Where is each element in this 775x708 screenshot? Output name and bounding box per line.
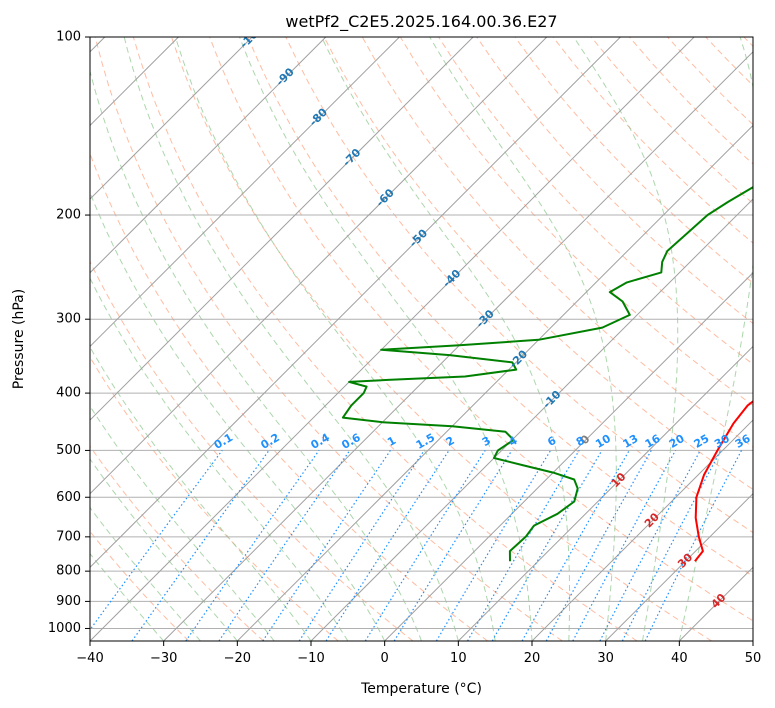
y-tick-label: 700 bbox=[56, 529, 81, 544]
dry-adiabat-line bbox=[90, 260, 414, 641]
dry-adiabat-line bbox=[171, 37, 712, 641]
isotherm-gridlines bbox=[90, 37, 753, 641]
mixing-ratio-line bbox=[325, 450, 450, 641]
x-tick-label: −20 bbox=[224, 651, 251, 666]
dry-adiabat-line bbox=[209, 37, 753, 622]
isotherm-line bbox=[531, 419, 753, 641]
mixing-ratio-line bbox=[90, 450, 223, 631]
mixing-ratio-line bbox=[262, 450, 391, 641]
plot-area: -100-90-80-70-60-50-40-30-20-10010203040… bbox=[90, 37, 753, 641]
mixing-ratio-lines bbox=[90, 450, 743, 641]
isotherm-line bbox=[90, 37, 695, 641]
isotherm-line bbox=[90, 37, 621, 569]
x-tick-label: 40 bbox=[671, 651, 688, 666]
moist-adiabat-line bbox=[429, 37, 617, 641]
moist-adiabat-line bbox=[239, 37, 533, 641]
mixing-ratio-line bbox=[572, 450, 677, 641]
mixing-ratio-line bbox=[545, 450, 652, 641]
dry-adiabat-line bbox=[90, 356, 339, 641]
dry-adiabat-line bbox=[90, 445, 264, 641]
x-tick-label: −30 bbox=[150, 651, 177, 666]
dry-adiabat-line bbox=[285, 37, 753, 534]
y-tick-label: 1000 bbox=[48, 621, 81, 636]
sounding-profiles bbox=[341, 186, 753, 562]
x-tick-label: 30 bbox=[597, 651, 614, 666]
y-tick-label: 800 bbox=[56, 564, 81, 579]
moist-adiabat-line bbox=[573, 37, 679, 641]
mixing-ratio-line bbox=[218, 450, 351, 641]
moist-adiabat-line bbox=[123, 37, 459, 641]
y-tick-label: 200 bbox=[56, 208, 81, 223]
y-tick-label: 400 bbox=[56, 386, 81, 401]
y-axis: 100 200 300 400 500 600 700 800 900 1000 bbox=[48, 30, 90, 636]
dewpoint-profile-line bbox=[341, 186, 753, 562]
moist-adiabat-line bbox=[678, 37, 753, 641]
moist-adiabat-line bbox=[90, 191, 386, 641]
isotherm-line bbox=[457, 345, 753, 641]
mixing-ratio-line bbox=[185, 450, 320, 641]
mixing-ratio-line bbox=[521, 450, 630, 641]
dry-adiabats bbox=[90, 37, 753, 641]
dry-adiabat-line bbox=[132, 37, 638, 641]
y-axis-title: Pressure (hPa) bbox=[11, 289, 27, 389]
moist-adiabat-line bbox=[90, 458, 238, 641]
x-tick-label: −40 bbox=[76, 651, 103, 666]
moist-adiabat-line bbox=[321, 37, 571, 641]
y-tick-label: 100 bbox=[56, 30, 81, 45]
mixing-ratio-line bbox=[298, 450, 425, 641]
isotherm-line bbox=[310, 198, 753, 641]
isotherm-line bbox=[384, 272, 753, 641]
x-tick-label: 50 bbox=[745, 651, 762, 666]
x-axis-title: Temperature (°C) bbox=[360, 681, 482, 697]
x-tick-label: 0 bbox=[381, 651, 389, 666]
mixing-ratio-line bbox=[644, 450, 743, 641]
mixing-ratio-labels: 0.1 0.2 0.4 0.6 1 1.5 2 3 4 6 8 10 13 16 20 25 30 36 bbox=[212, 431, 753, 452]
moist-adiabat-line bbox=[90, 506, 201, 641]
moist-adiabat-line bbox=[90, 405, 275, 641]
dry-adiabat-line bbox=[247, 37, 753, 577]
chart-title: wetPf2_C2E5.2025.164.00.36.E27 bbox=[285, 12, 557, 32]
isobar-gridlines bbox=[90, 37, 753, 629]
x-tick-label: 20 bbox=[524, 651, 541, 666]
moist-adiabat-line bbox=[90, 277, 349, 641]
dry-adiabat-line bbox=[514, 37, 753, 284]
dry-adiabat-line bbox=[323, 37, 753, 491]
isotherm-line bbox=[90, 37, 400, 348]
y-tick-label: 500 bbox=[56, 443, 81, 458]
plot-frame bbox=[89, 36, 754, 642]
moist-adiabat-line bbox=[90, 69, 422, 641]
mixing-ratio-line bbox=[131, 450, 270, 641]
isotherm-line bbox=[90, 37, 253, 200]
y-tick-label: 900 bbox=[56, 594, 81, 609]
x-axis: −40 −30 −20 −10 0 10 20 30 40 50 bbox=[76, 641, 761, 666]
isotherm-line bbox=[90, 37, 548, 495]
y-tick-label: 600 bbox=[56, 490, 81, 505]
isotherm-line bbox=[90, 37, 327, 274]
moist-adiabat-line bbox=[90, 552, 165, 641]
isotherm-line bbox=[163, 51, 753, 641]
y-tick-label: 300 bbox=[56, 312, 81, 327]
x-tick-label: 10 bbox=[450, 651, 467, 666]
dry-adiabat-line bbox=[476, 37, 753, 324]
moist-adiabat-line bbox=[174, 37, 496, 641]
x-tick-label: −10 bbox=[297, 651, 324, 666]
dry-adiabat-line bbox=[94, 37, 563, 641]
mixing-ratio-line bbox=[393, 450, 513, 641]
temperature-profile-line bbox=[694, 400, 753, 562]
isotherm-line bbox=[90, 37, 474, 421]
isotherm-line bbox=[605, 492, 753, 641]
